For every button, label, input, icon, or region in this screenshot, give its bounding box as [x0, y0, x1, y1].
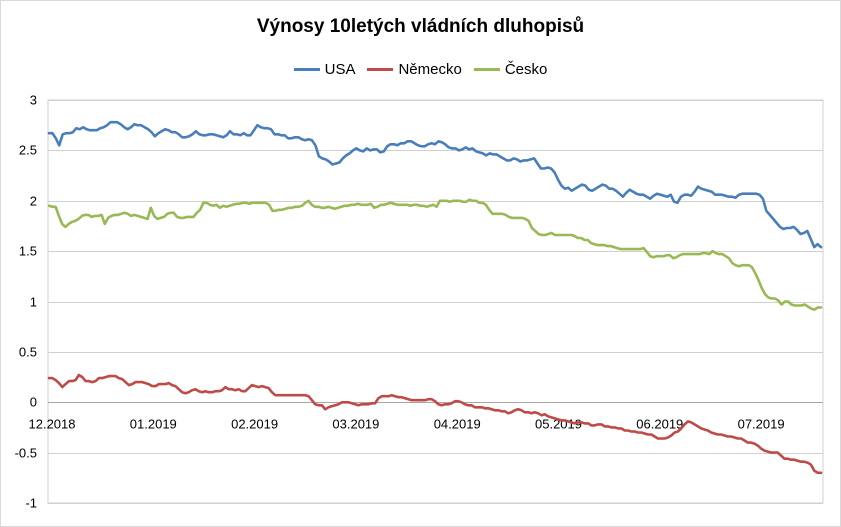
x-tick-label: 12.2018	[29, 416, 76, 431]
x-axis-labels: 12.2018 01.2019 02.2019 03.2019 04.2019 05.20…	[29, 416, 785, 431]
y-tick-label: 0.5	[19, 345, 37, 360]
x-tick-label: 06.2019	[636, 416, 683, 431]
series-line-1	[47, 120, 823, 249]
y-tick-label: 2	[30, 194, 37, 209]
y-tick-label: -1	[25, 496, 37, 511]
y-tick-label: 3	[30, 93, 37, 108]
legend-label: USA	[324, 61, 356, 78]
gridlines	[47, 99, 824, 504]
legend-swatch	[473, 68, 500, 71]
y-tick-label: -0.5	[15, 446, 37, 461]
x-tick-label: 03.2019	[332, 416, 379, 431]
series-line-3	[47, 198, 823, 311]
x-tick-label: 01.2019	[130, 416, 177, 431]
x-tick-label: 02.2019	[231, 416, 278, 431]
legend-item: Německo	[367, 61, 462, 78]
y-tick-label: 0	[30, 395, 37, 410]
legend-item: USA	[293, 61, 356, 78]
legend-label: Česko	[504, 61, 548, 78]
y-tick-label: 1	[30, 295, 37, 310]
plot-area	[47, 99, 824, 504]
y-axis-labels: -1 -0.5 0 0.5 1 1.5 2 2.5 3	[15, 93, 37, 511]
series-lines	[47, 120, 823, 475]
legend-swatch	[293, 68, 320, 71]
y-tick-label: 2.5	[19, 143, 37, 158]
x-tick-label: 05.2019	[535, 416, 582, 431]
series-line-2	[47, 373, 823, 475]
chart-legend: USA Německo Česko	[0, 58, 841, 78]
x-tick-label: 04.2019	[434, 416, 481, 431]
x-tick-label: 07.2019	[738, 416, 785, 431]
chart-title: Výnosy 10letých vládních dluhopisů	[256, 16, 585, 37]
y-tick-label: 1.5	[19, 244, 37, 259]
legend-item: Česko	[473, 61, 548, 78]
legend-swatch	[367, 68, 394, 71]
legend-label: Německo	[398, 61, 462, 78]
